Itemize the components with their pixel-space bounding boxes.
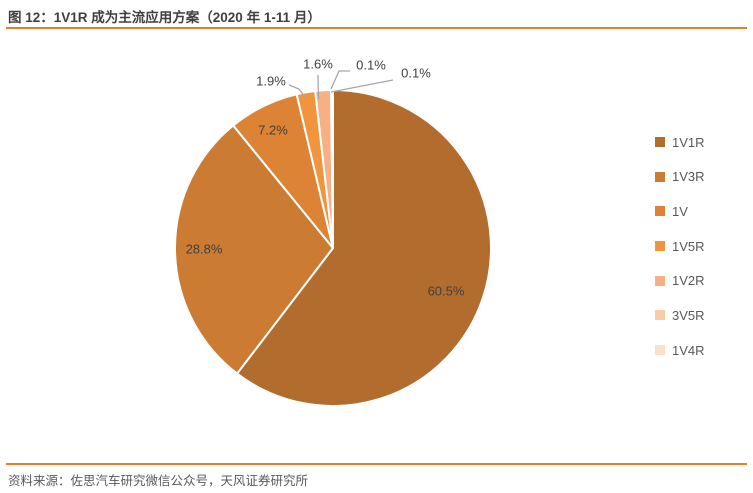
legend-label: 1V4R: [672, 342, 705, 358]
data-label-1V1R: 60.5%: [428, 284, 465, 299]
legend-swatch: [655, 241, 665, 252]
data-label-1V4R: 0.1%: [401, 66, 431, 81]
legend-label: 1V3R: [672, 169, 705, 185]
legend-item-1V1R: 1V1R: [655, 134, 705, 150]
legend-label: 1V2R: [672, 273, 705, 289]
legend-item-1V3R: 1V3R: [655, 169, 705, 185]
legend-swatch: [655, 171, 665, 182]
legend-swatch: [655, 275, 665, 286]
legend-label: 3V5R: [672, 307, 705, 323]
legend-item-1V4R: 1V4R: [655, 342, 705, 358]
legend-label: 1V: [672, 203, 688, 219]
legend-item-1V5R: 1V5R: [655, 238, 705, 254]
data-label-1V3R: 28.8%: [186, 242, 223, 257]
legend-swatch: [655, 345, 665, 356]
legend-label: 1V1R: [672, 134, 705, 150]
data-label-1V5R: 1.9%: [256, 74, 286, 89]
footer-rule: [6, 463, 747, 465]
leader-line-1V4R: [330, 79, 394, 93]
legend-item-1V: 1V: [655, 203, 705, 219]
data-label-1V2R: 1.6%: [303, 57, 333, 72]
chart-legend: 1V1R 1V3R 1V 1V5R 1V2R 3V5R 1V4R: [655, 135, 705, 378]
leader-line-1V2R: [317, 74, 320, 100]
figure-title: 图 12：1V1R 成为主流应用方案（2020 年 1-11 月）: [8, 10, 321, 25]
data-label-1V: 7.2%: [258, 123, 288, 138]
pie-chart-plot: 60.5% 28.8% 7.2% 1.9% 1.6% 0.1% 0.1%: [174, 57, 492, 407]
data-label-3V5R: 0.1%: [356, 58, 386, 73]
legend-swatch: [655, 206, 665, 217]
title-rule: [6, 27, 747, 29]
legend-label: 1V5R: [672, 238, 705, 254]
legend-swatch: [655, 310, 665, 321]
legend-item-3V5R: 3V5R: [655, 307, 705, 323]
pie-slice-1V3R: [174, 124, 334, 375]
legend-item-1V2R: 1V2R: [655, 273, 705, 289]
leader-line-3V5R: [330, 70, 350, 90]
pie-slice-1V4R: [331, 88, 334, 249]
pie-slice-1V1R: [236, 89, 492, 407]
legend-swatch: [655, 137, 665, 147]
leader-line-1V5R: [288, 84, 306, 98]
source-note: 资料来源：佐思汽车研究微信公众号，天风证券研究所: [8, 474, 309, 488]
